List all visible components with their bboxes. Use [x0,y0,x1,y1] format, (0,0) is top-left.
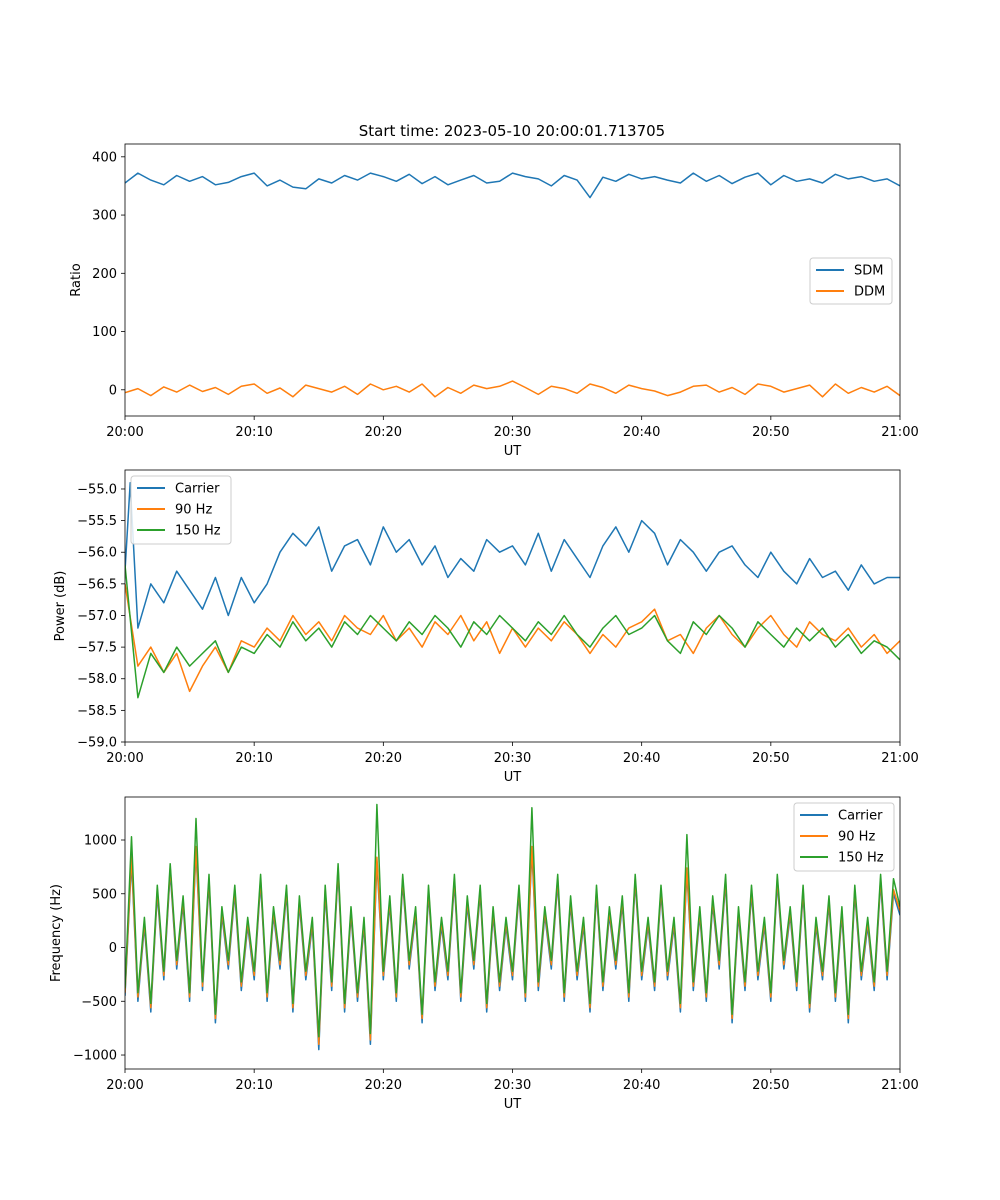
y-tick-label: 0 [109,941,117,956]
x-tick-label: 20:50 [752,425,789,440]
legend: Carrier 90 Hz 150 Hz [793,802,895,872]
chart-panel-3: 20:00 20:10 20:20 20:30 20:40 20:50 21:00 −1000… [49,796,919,1112]
x-axis-label: UT [504,1097,522,1112]
x-axis-label: UT [504,444,522,459]
series-line-90-hz [125,583,900,693]
y-tick-label: −57.0 [77,609,117,624]
legend-label-150-hz: 150 Hz [175,524,221,539]
x-tick-label: 21:00 [881,1078,918,1093]
y-tick-label: −55.5 [77,514,117,529]
y-tick-label: −56.5 [77,577,117,592]
x-tick-label: 21:00 [881,751,918,766]
y-tick-label: 0 [109,383,117,398]
x-tick-label: 20:00 [106,1078,143,1093]
x-tick-label: 20:00 [106,425,143,440]
x-tick-label: 20:20 [365,751,402,766]
x-tick-label: 20:00 [106,751,143,766]
y-tick-label: −58.5 [77,704,117,719]
series-line-90-hz [125,845,900,1046]
plot-frame [124,143,901,417]
x-tick-label: 20:20 [365,425,402,440]
y-axis-label: Ratio [69,263,84,296]
y-tick-label: −55.0 [77,482,117,497]
y-tick-label: 100 [92,325,117,340]
series-line-150-hz [125,564,900,699]
y-tick-label: 200 [92,267,117,282]
legend-frame [130,475,232,545]
figure-title: Start time: 2023-05-10 20:00:01.713705 [359,122,665,140]
x-tick-label: 21:00 [881,425,918,440]
plot-frame [124,469,901,743]
legend: Carrier 90 Hz 150 Hz [130,475,232,545]
series-line-carrier [125,850,900,1051]
series-line-carrier [125,481,900,629]
x-tick-label: 20:40 [623,425,660,440]
x-tick-label: 20:30 [494,425,531,440]
legend-label-carrier: Carrier [175,482,220,497]
legend-frame [793,802,895,872]
series-line-150-hz [125,803,900,1038]
x-tick-label: 20:50 [752,1078,789,1093]
x-tick-label: 20:10 [235,1078,272,1093]
y-tick-label: 1000 [84,834,117,849]
y-tick-label: −56.0 [77,546,117,561]
x-tick-label: 20:40 [623,751,660,766]
series-line-ddm [125,380,900,398]
legend-label-90-hz: 90 Hz [175,503,212,518]
y-tick-label: 300 [92,209,117,224]
y-tick-label: −58.0 [77,672,117,687]
x-axis-label: UT [504,770,522,785]
y-tick-label: 400 [92,150,117,165]
y-tick-label: −59.0 [77,736,117,751]
x-tick-label: 20:30 [494,1078,531,1093]
y-axis-label: Power (dB) [53,571,68,642]
y-tick-label: −500 [81,995,117,1010]
legend-label-sdm: SDM [854,264,883,279]
x-tick-label: 20:10 [235,425,272,440]
legend-label-150-hz: 150 Hz [838,851,884,866]
legend-label-90-hz: 90 Hz [838,830,875,845]
y-tick-label: 500 [92,887,117,902]
x-tick-label: 20:40 [623,1078,660,1093]
chart-panel-1: 20:00 20:10 20:20 20:30 20:40 20:50 21:00 0 100 2… [69,143,919,459]
legend: SDM DDM [809,257,893,305]
legend-label-ddm: DDM [854,285,885,300]
series-line-sdm [125,172,900,199]
y-tick-label: −57.5 [77,641,117,656]
y-tick-label: −1000 [73,1049,117,1064]
legend-label-carrier: Carrier [838,809,883,824]
x-tick-label: 20:20 [365,1078,402,1093]
x-tick-label: 20:10 [235,751,272,766]
plot-frame [124,796,901,1070]
x-tick-label: 20:50 [752,751,789,766]
x-tick-label: 20:30 [494,751,531,766]
chart-panel-2: 20:00 20:10 20:20 20:30 20:40 20:50 21:00 −59.0… [53,469,919,785]
y-axis-label: Frequency (Hz) [49,884,64,982]
